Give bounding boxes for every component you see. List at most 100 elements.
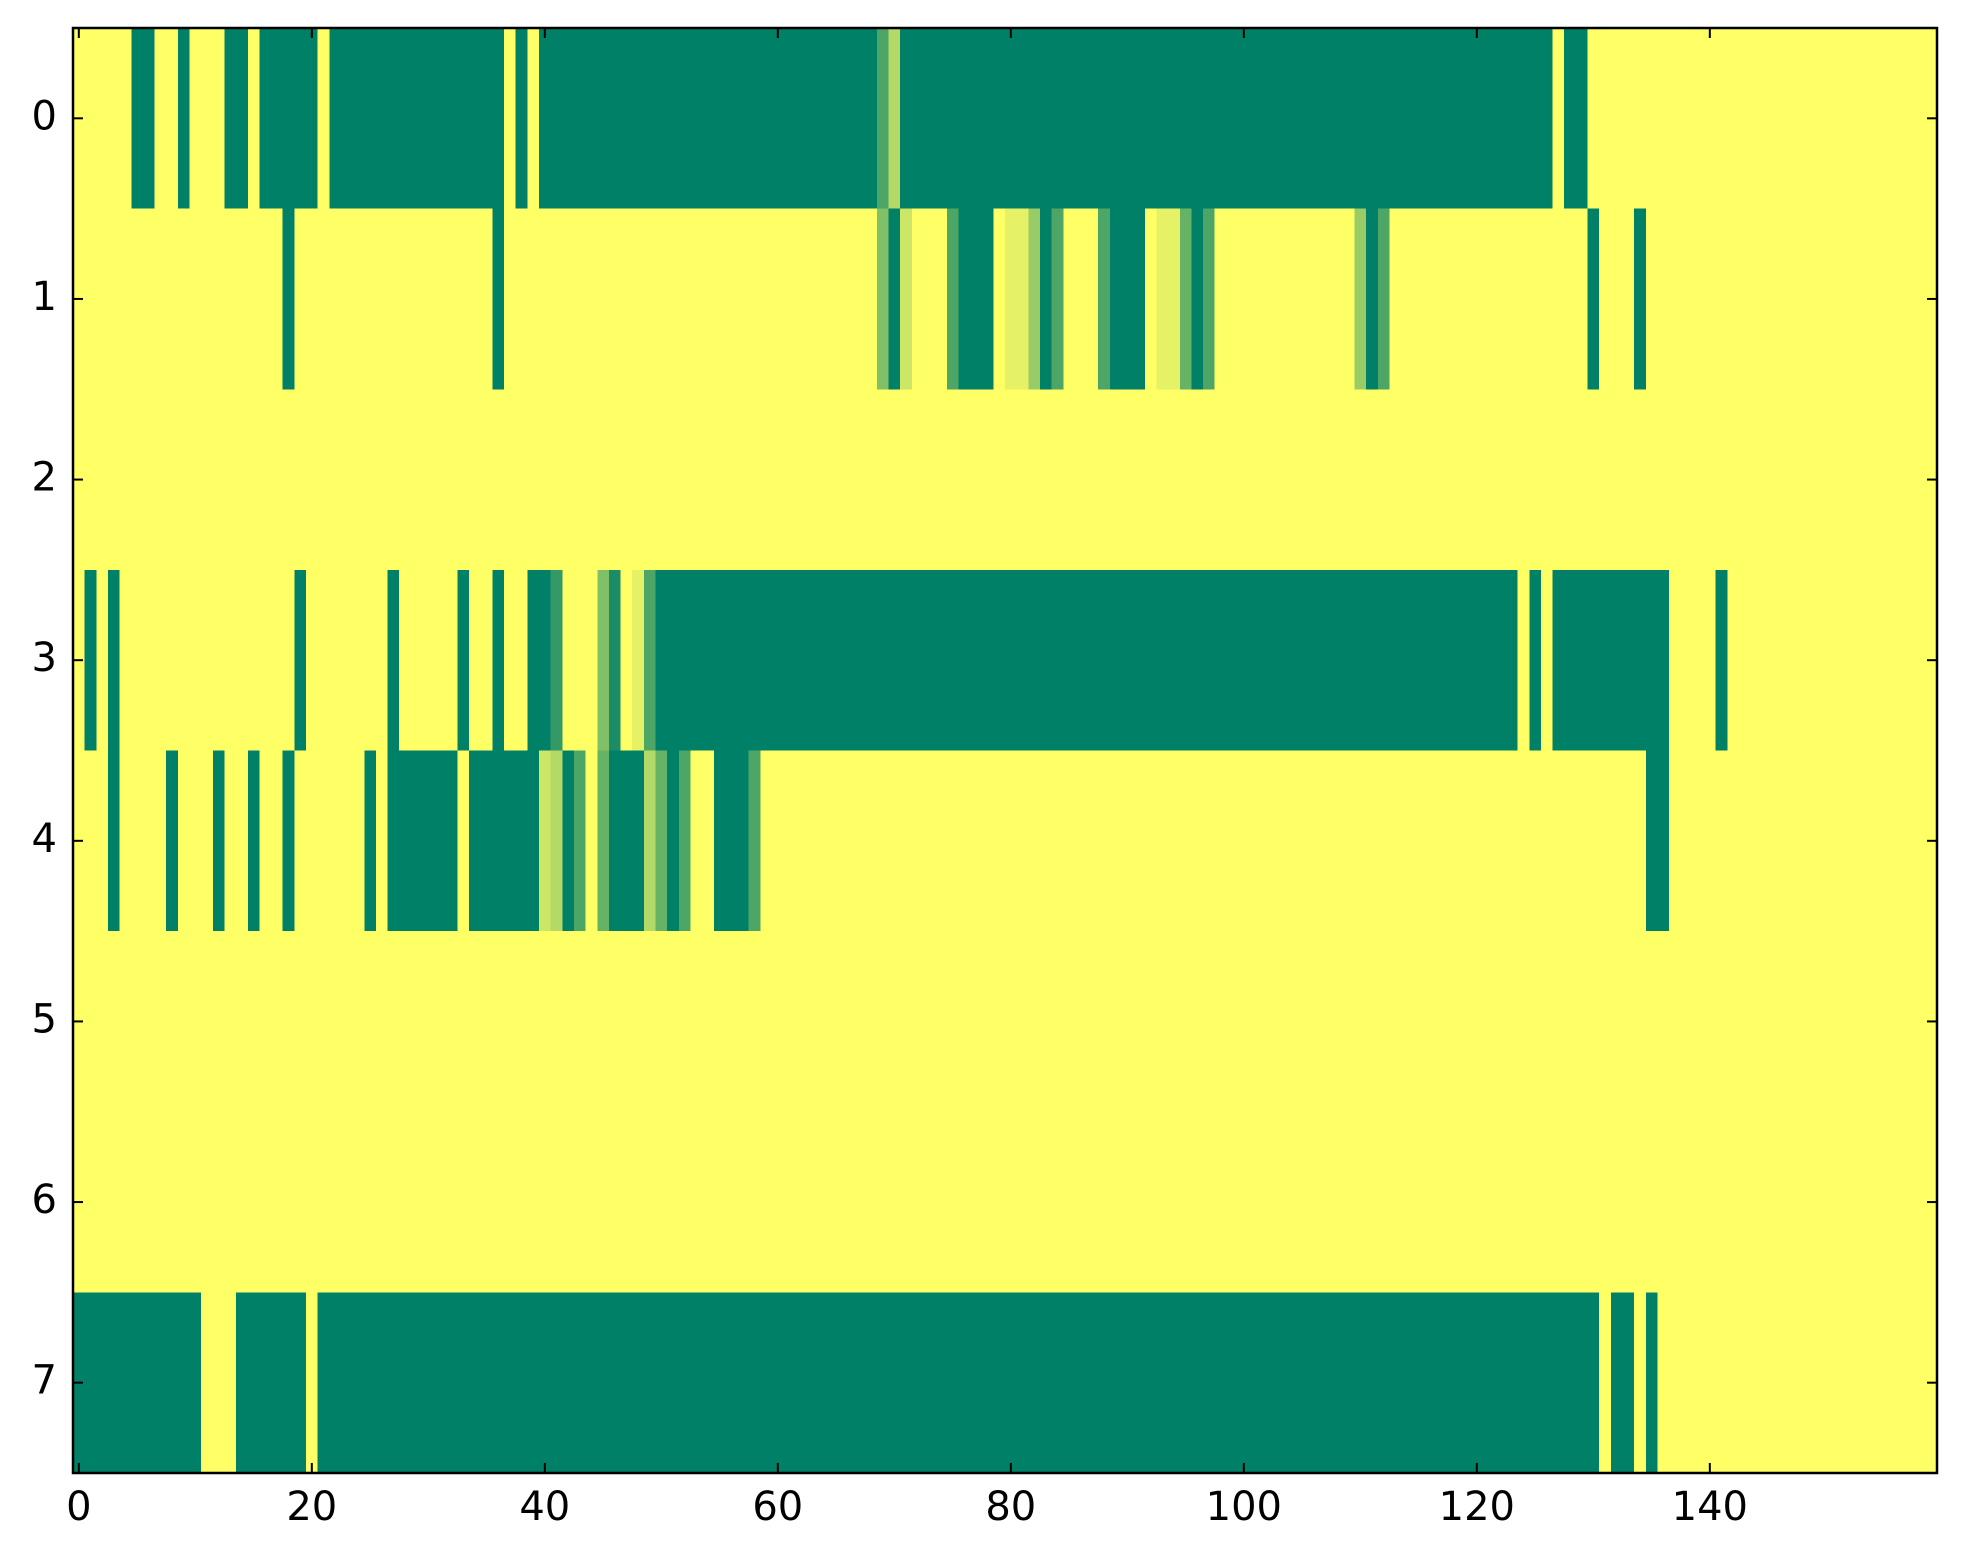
cell xyxy=(1657,750,1670,932)
cell xyxy=(1843,208,1857,390)
cell xyxy=(643,389,657,571)
cell xyxy=(725,208,738,390)
cell xyxy=(271,28,284,210)
cell xyxy=(119,1292,132,1474)
y-tick-label: 1 xyxy=(32,274,57,320)
cell xyxy=(678,931,692,1113)
cell xyxy=(690,931,703,1113)
cell xyxy=(958,1292,971,1474)
cell xyxy=(1797,931,1810,1113)
cell xyxy=(737,1111,750,1293)
cell xyxy=(539,389,552,571)
cell xyxy=(84,931,97,1113)
cell xyxy=(364,28,377,210)
cell xyxy=(422,389,435,571)
cell xyxy=(1366,569,1379,752)
cell xyxy=(1634,389,1647,571)
cell xyxy=(923,1111,936,1293)
cell xyxy=(1238,569,1251,752)
cell xyxy=(1436,1111,1449,1293)
cell xyxy=(1843,28,1857,210)
cell xyxy=(1610,750,1624,932)
cell xyxy=(690,28,703,210)
cell xyxy=(1692,389,1705,571)
cell xyxy=(201,750,214,932)
cell xyxy=(1109,1111,1123,1293)
cell xyxy=(1121,1111,1134,1293)
cell xyxy=(702,28,715,210)
cell xyxy=(1773,569,1787,752)
cell xyxy=(1890,389,1903,571)
cell xyxy=(84,389,97,571)
cell xyxy=(876,208,890,390)
cell xyxy=(527,208,540,390)
cell xyxy=(445,208,459,390)
cell xyxy=(1051,208,1064,390)
cell xyxy=(1377,569,1391,752)
cell xyxy=(375,750,389,932)
cell xyxy=(1540,1111,1554,1293)
cell xyxy=(1028,1292,1041,1474)
cell xyxy=(608,750,622,932)
cell xyxy=(678,569,692,752)
cell xyxy=(1657,208,1670,390)
cell xyxy=(1913,389,1926,571)
cell xyxy=(1238,931,1251,1113)
cell xyxy=(1610,569,1624,752)
cell xyxy=(375,1111,389,1293)
cell xyxy=(1179,1111,1192,1293)
cell xyxy=(713,931,726,1113)
cell xyxy=(527,1111,540,1293)
cell xyxy=(585,569,598,752)
cell xyxy=(1540,569,1554,752)
cell xyxy=(748,28,761,210)
cell xyxy=(1867,931,1880,1113)
cell xyxy=(1249,750,1262,932)
cell xyxy=(1482,750,1495,932)
cell xyxy=(608,1292,622,1474)
cell xyxy=(1540,208,1554,390)
cell xyxy=(1005,1292,1018,1474)
cell xyxy=(96,1292,109,1474)
cell xyxy=(166,28,179,210)
cell xyxy=(480,1292,493,1474)
cell xyxy=(1517,1111,1530,1293)
cell xyxy=(1168,208,1181,390)
cell xyxy=(352,1292,365,1474)
cell xyxy=(1913,750,1926,932)
cell xyxy=(783,931,796,1113)
cell xyxy=(515,1292,528,1474)
cell xyxy=(1715,1292,1728,1474)
cell xyxy=(1447,208,1460,390)
cell xyxy=(667,1292,680,1474)
cell xyxy=(539,1292,552,1474)
cell xyxy=(1039,750,1053,932)
cell xyxy=(655,28,668,210)
cell xyxy=(399,389,412,571)
cell xyxy=(678,1292,692,1474)
cell xyxy=(1715,28,1728,210)
cell xyxy=(107,208,121,390)
cell xyxy=(352,389,365,571)
cell xyxy=(1517,208,1530,390)
cell xyxy=(107,931,121,1113)
cell xyxy=(422,1111,435,1293)
cell xyxy=(597,569,610,752)
cell xyxy=(1109,208,1123,390)
cell xyxy=(1715,208,1728,390)
cell xyxy=(1832,28,1845,210)
cell xyxy=(1389,389,1402,571)
cell xyxy=(1005,1111,1018,1293)
cell xyxy=(573,1292,587,1474)
cell xyxy=(667,208,680,390)
cell xyxy=(1226,1111,1239,1293)
cell xyxy=(1610,1111,1624,1293)
cell xyxy=(597,208,610,390)
cell xyxy=(585,208,598,390)
cell xyxy=(1808,28,1822,210)
cell xyxy=(643,1111,657,1293)
cell xyxy=(958,28,971,210)
cell xyxy=(236,28,249,210)
cell xyxy=(480,28,493,210)
cell xyxy=(1599,750,1612,932)
